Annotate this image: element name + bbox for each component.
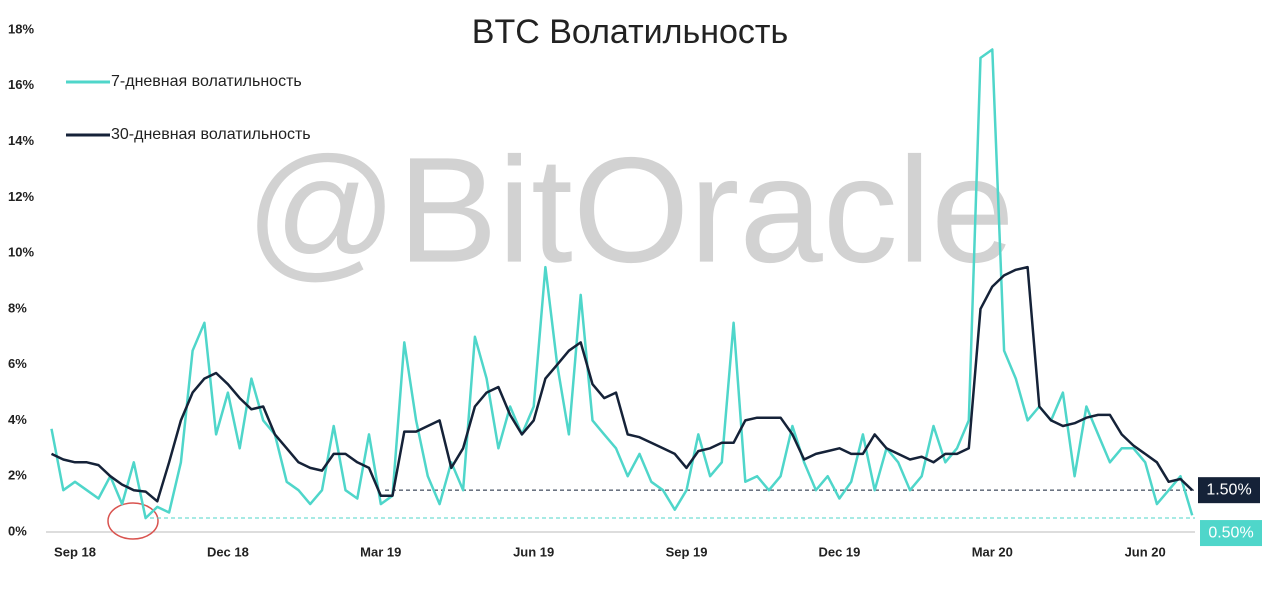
- y-tick-label: 0%: [8, 523, 27, 538]
- y-tick-label: 8%: [8, 300, 27, 315]
- y-tick-label: 4%: [8, 412, 27, 427]
- x-tick-label: Sep 18: [54, 544, 96, 559]
- x-tick-label: Mar 19: [360, 544, 401, 559]
- y-tick-label: 18%: [8, 21, 34, 36]
- y-tick-label: 14%: [8, 133, 34, 148]
- y-tick-label: 16%: [8, 77, 34, 92]
- highlight-circle: [107, 502, 159, 540]
- y-tick-label: 6%: [8, 356, 27, 371]
- reference-label-box: [1198, 477, 1260, 504]
- series-line: [50, 265, 1194, 503]
- x-tick-label: Dec 18: [207, 544, 249, 559]
- y-tick-label: 10%: [8, 245, 34, 260]
- reference-label: 1.50%: [1206, 481, 1251, 498]
- x-tick-label: Dec 19: [818, 544, 860, 559]
- legend-label: 30-дневная волатильность: [111, 126, 311, 143]
- watermark: @BitOracle: [245, 126, 1014, 294]
- series-line: [50, 48, 1194, 520]
- x-tick-label: Sep 19: [666, 544, 708, 559]
- x-tick-label: Jun 20: [1125, 544, 1166, 559]
- reference-label-box: [1200, 520, 1262, 547]
- legend-label: 7-дневная волатильность: [111, 73, 302, 90]
- x-tick-label: Mar 20: [972, 544, 1013, 559]
- y-tick-label: 2%: [8, 468, 27, 483]
- chart-title: BTC Волатильность: [472, 13, 788, 51]
- reference-label: 0.50%: [1208, 524, 1253, 541]
- x-tick-label: Jun 19: [513, 544, 554, 559]
- y-tick-label: 12%: [8, 189, 34, 204]
